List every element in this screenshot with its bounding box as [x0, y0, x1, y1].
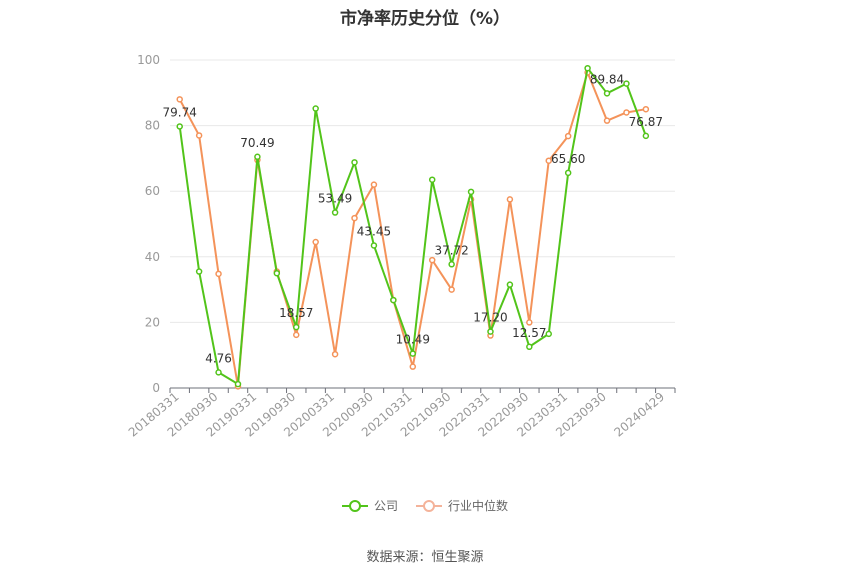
data-label: 37.72	[434, 243, 468, 257]
data-point-company	[584, 64, 591, 72]
legend: 公司 行业中位数	[0, 497, 850, 514]
data-label: 12.57	[512, 326, 546, 340]
data-point-company	[467, 188, 475, 196]
legend-item-company[interactable]: 公司	[341, 497, 398, 514]
data-point-industry	[642, 105, 650, 113]
data-point-industry	[409, 363, 417, 370]
data-label: 17.20	[473, 311, 507, 325]
legend-label-industry: 行业中位数	[448, 499, 509, 513]
data-label: 10.49	[396, 333, 430, 347]
data-point-company	[370, 242, 378, 249]
y-tick-label: 80	[145, 119, 160, 133]
y-tick-label: 40	[145, 250, 160, 264]
data-point-company	[293, 323, 300, 331]
data-point-industry	[215, 270, 222, 278]
data-point-company	[642, 132, 650, 140]
data-label: 53.49	[318, 192, 352, 206]
data-point-company	[254, 153, 261, 161]
data-point-company	[215, 369, 222, 376]
data-point-company	[351, 159, 358, 166]
data-point-company	[176, 123, 183, 130]
data-point-company	[487, 328, 494, 335]
data-point-industry	[176, 96, 183, 103]
legend-swatch-industry	[416, 499, 442, 513]
data-point-industry	[428, 256, 436, 264]
data-point-company	[234, 380, 242, 388]
data-label: 4.76	[205, 351, 232, 365]
data-point-industry	[293, 331, 300, 339]
data-label: 79.74	[163, 105, 197, 119]
data-point-company	[273, 269, 281, 277]
data-point-industry	[448, 286, 455, 293]
data-point-industry	[506, 196, 514, 203]
data-point-industry	[312, 238, 319, 246]
data-point-company	[506, 281, 514, 288]
legend-label-company: 公司	[373, 499, 398, 513]
data-point-company	[448, 261, 455, 268]
data-point-company	[409, 350, 417, 357]
data-point-industry	[545, 157, 552, 164]
data-point-industry	[603, 117, 611, 124]
y-tick-label: 60	[145, 184, 160, 198]
data-point-industry	[370, 181, 378, 188]
data-point-company	[390, 296, 397, 304]
data-label: 70.49	[240, 136, 274, 150]
data-point-industry	[526, 319, 533, 326]
x-tick-label: 20240429	[611, 390, 667, 440]
y-tick-label: 20	[145, 315, 160, 329]
data-point-industry	[564, 132, 572, 140]
data-point-industry	[195, 132, 203, 139]
data-label: 89.84	[590, 72, 624, 86]
data-point-company	[331, 209, 339, 216]
chart-title: 市净率历史分位（%）	[339, 9, 511, 29]
data-point-company	[545, 330, 552, 338]
legend-item-industry[interactable]: 行业中位数	[416, 497, 508, 514]
data-point-industry	[331, 350, 339, 358]
source-note: 数据来源：恒生聚源	[366, 550, 484, 565]
y-tick-label: 0	[152, 381, 160, 395]
data-point-company	[623, 80, 630, 87]
legend-swatch-company	[341, 499, 368, 513]
data-point-industry	[623, 109, 630, 116]
data-point-company	[526, 343, 533, 351]
data-label: 18.57	[279, 306, 313, 320]
data-point-industry	[351, 214, 358, 222]
data-label: 76.87	[629, 115, 663, 129]
data-point-company	[564, 169, 572, 177]
data-point-company	[195, 268, 203, 275]
data-point-company	[603, 90, 611, 97]
data-point-company	[428, 176, 436, 183]
y-tick-label: 100	[137, 53, 160, 67]
data-label: 43.45	[357, 224, 391, 238]
data-label: 65.60	[551, 152, 585, 166]
data-point-company	[312, 105, 319, 112]
